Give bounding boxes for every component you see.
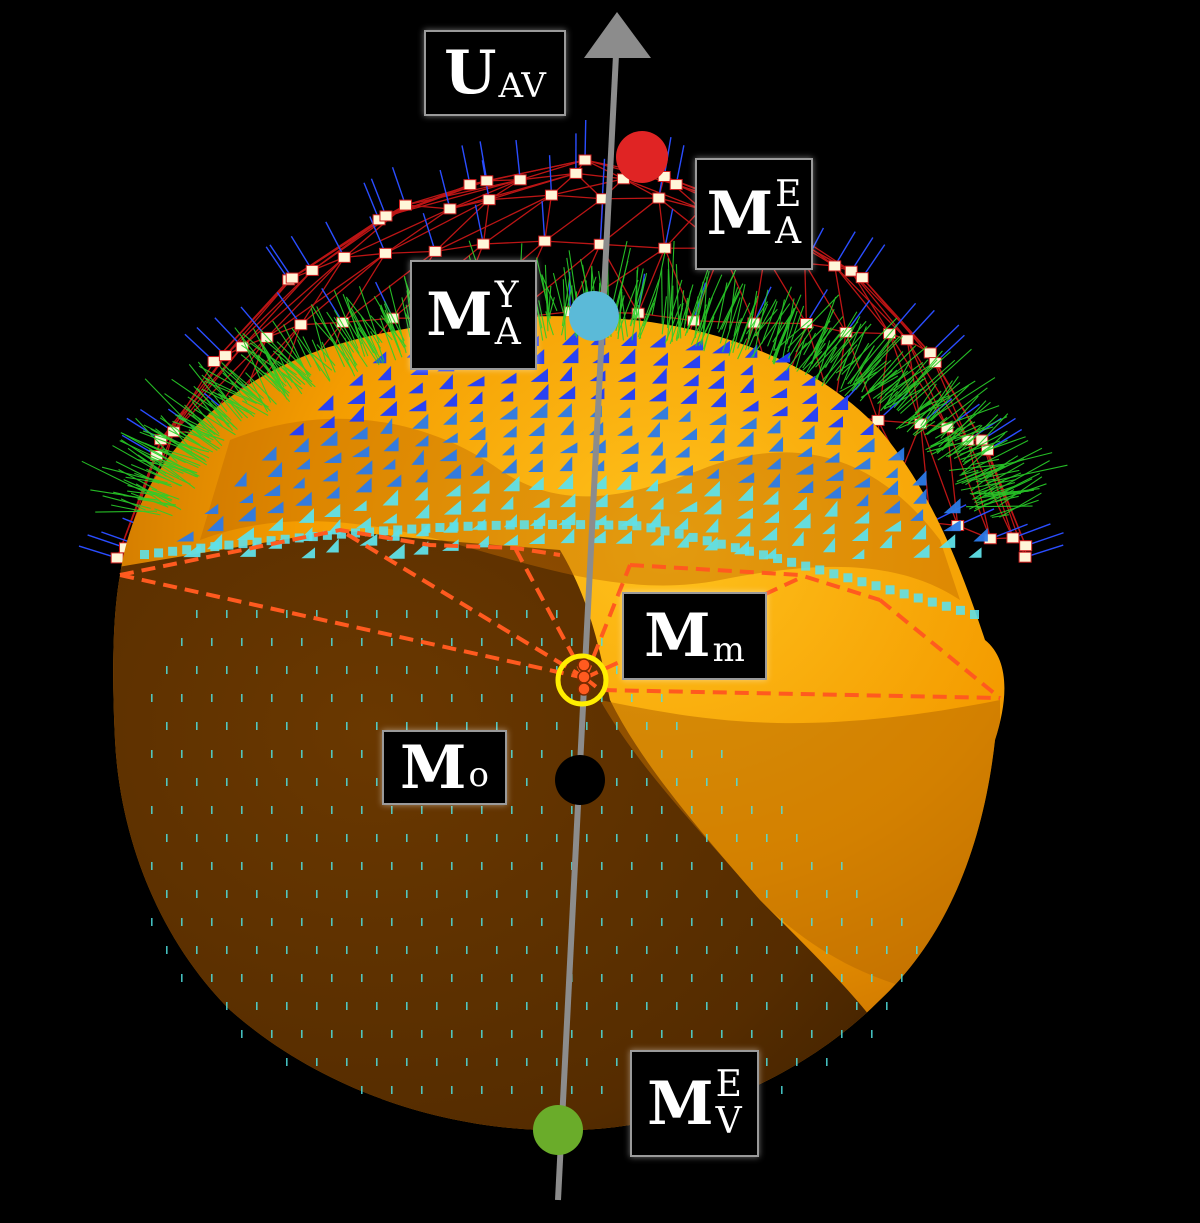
surface-wedges (140, 329, 988, 619)
marker-mv-e (533, 1105, 583, 1155)
embryo-surface (113, 316, 1005, 1131)
axis-line (555, 54, 619, 1201)
axis-arrowhead (584, 12, 651, 58)
marker-ma-e (616, 131, 668, 183)
dark-region (113, 530, 880, 1131)
uav-axis (555, 12, 651, 1201)
marker-mm (555, 653, 609, 707)
marker-mo (555, 755, 605, 805)
right-shading (600, 700, 1000, 1000)
label-u-av: U AV (424, 30, 566, 116)
marker-ma-y (569, 291, 619, 341)
